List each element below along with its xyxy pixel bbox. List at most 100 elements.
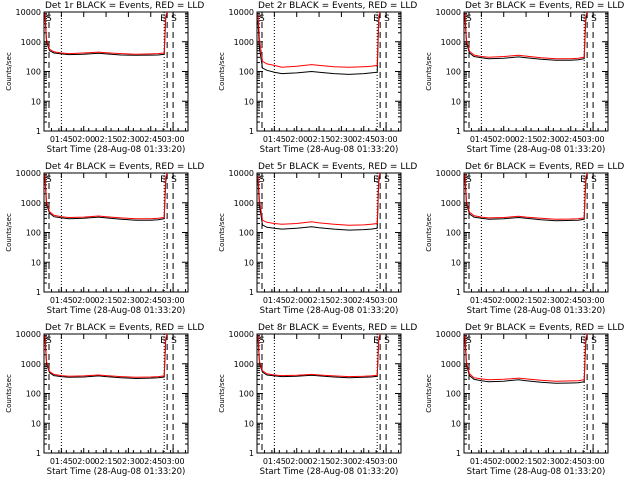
series-line-lld [257,172,381,226]
y-tick-label: 100 [26,390,41,399]
start-marker-label: S [466,336,472,346]
panel-title: Det 8r BLACK = Events, RED = LLD [258,323,417,333]
series-line-events [464,11,588,61]
y-tick-label: 10 [244,258,254,267]
x-tick-label: 03:00 [582,135,605,144]
y-tick-label: 10 [451,258,461,267]
series-line-events [44,172,168,221]
x-axis-label: Start Time (28-Aug-08 01:33:20) [47,306,186,316]
start-marker-label: S [259,14,265,24]
series-line-lld [44,11,168,55]
x-axis-label: Start Time (28-Aug-08 01:33:20) [467,145,606,155]
y-axis-label: Counts/sec [218,213,226,252]
x-tick-label: 02:45 [139,457,162,466]
x-tick-label: 03:00 [582,296,605,305]
x-tick-label: 02:00 [492,296,515,305]
y-tick-label: 100 [239,390,254,399]
start-marker-label: S [171,175,177,185]
series-line-lld [44,333,168,378]
x-axis-label: Start Time (28-Aug-08 01:33:20) [260,467,399,477]
series-line-lld [464,333,588,382]
x-tick-label: 01:45 [470,296,493,305]
start-marker-label: S [466,175,472,185]
y-tick-label: 100 [239,68,254,77]
panel-title: Det 7r BLACK = Events, RED = LLD [45,323,204,333]
y-axis-label: Counts/sec [5,213,13,252]
y-tick-label: 10 [31,258,41,267]
y-tick-label: 1 [36,127,41,136]
x-tick-label: 02:30 [537,135,560,144]
x-tick-label: 02:15 [308,457,331,466]
end-marker-label: E [373,175,379,185]
y-tick-label: 1000 [21,199,41,208]
y-tick-label: 1000 [21,38,41,47]
y-tick-label: 1000 [234,360,254,369]
x-tick-label: 02:15 [515,135,538,144]
x-tick-label: 03:00 [375,457,398,466]
x-axis-label: Start Time (28-Aug-08 01:33:20) [260,306,399,316]
x-tick-label: 02:00 [72,296,95,305]
start-marker-label: S [384,175,390,185]
panel-title: Det 4r BLACK = Events, RED = LLD [45,162,204,172]
x-tick-label: 02:15 [95,296,118,305]
x-tick-label: 02:00 [285,135,308,144]
x-tick-label: 03:00 [582,457,605,466]
start-marker-label: S [259,175,265,185]
x-tick-label: 02:15 [515,457,538,466]
panel-det-7: Det 7r BLACK = Events, RED = LLD 1 10 100 10… [5,323,204,477]
plot-frame [43,11,189,132]
start-marker-label: S [591,336,597,346]
y-tick-label: 1000 [234,38,254,47]
panel-title: Det 3r BLACK = Events, RED = LLD [465,1,624,11]
x-axis-label: Start Time (28-Aug-08 01:33:20) [260,145,399,155]
panel-det-5: Det 5r BLACK = Events, RED = LLD 1 10 100 10… [218,162,417,316]
panel-det-3: Det 3r BLACK = Events, RED = LLD 1 10 100 10… [425,1,624,155]
y-tick-label: 10000 [16,330,41,339]
x-tick-label: 01:45 [470,135,493,144]
series-line-lld [257,333,381,378]
x-tick-label: 02:15 [308,135,331,144]
start-marker-label: S [384,14,390,24]
series-line-lld [44,172,168,220]
x-tick-label: 02:00 [72,135,95,144]
y-tick-label: 10000 [16,169,41,178]
y-tick-label: 10000 [229,8,254,17]
end-marker-label: E [160,14,166,24]
x-axis-label: Start Time (28-Aug-08 01:33:20) [47,145,186,155]
y-tick-label: 10 [244,419,254,428]
x-tick-label: 01:45 [50,135,73,144]
end-marker-label: E [373,336,379,346]
x-tick-label: 02:00 [285,296,308,305]
panel-det-1: Det 1r BLACK = Events, RED = LLD 1 10 100 10… [5,1,204,155]
x-tick-label: 02:15 [515,296,538,305]
x-tick-label: 02:45 [139,296,162,305]
x-tick-label: 02:00 [492,457,515,466]
y-tick-label: 1000 [441,360,461,369]
x-tick-label: 01:45 [470,457,493,466]
x-tick-label: 02:30 [117,457,140,466]
y-axis-label: Counts/sec [5,374,13,413]
x-tick-label: 02:30 [537,296,560,305]
plot-frame [256,11,402,132]
start-marker-label: S [46,175,52,185]
end-marker-label: E [160,175,166,185]
x-tick-label: 01:45 [263,457,286,466]
y-tick-label: 1000 [441,38,461,47]
x-tick-label: 02:15 [95,135,118,144]
y-tick-label: 1 [36,288,41,297]
x-tick-label: 01:45 [50,296,73,305]
plot-frame [463,333,609,454]
x-tick-label: 01:45 [263,135,286,144]
x-tick-label: 02:30 [330,135,353,144]
y-tick-label: 100 [446,390,461,399]
x-tick-label: 02:15 [95,457,118,466]
plot-frame [463,172,609,293]
start-marker-label: S [384,336,390,346]
plot-frame [43,333,189,454]
x-tick-label: 02:30 [330,457,353,466]
y-tick-label: 10000 [229,169,254,178]
y-tick-label: 10 [451,97,461,106]
panel-det-4: Det 4r BLACK = Events, RED = LLD 1 10 100 10… [5,162,204,316]
y-tick-label: 10 [451,419,461,428]
